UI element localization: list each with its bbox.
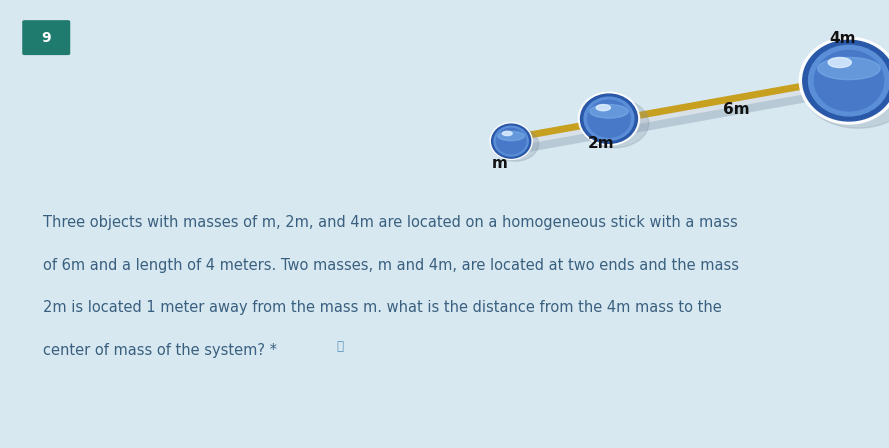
Ellipse shape xyxy=(502,131,512,136)
Ellipse shape xyxy=(496,128,526,154)
Ellipse shape xyxy=(589,104,629,118)
Ellipse shape xyxy=(579,92,639,145)
Ellipse shape xyxy=(492,127,539,161)
Text: center of mass of the system? *: center of mass of the system? * xyxy=(43,343,276,358)
Ellipse shape xyxy=(799,37,889,124)
FancyBboxPatch shape xyxy=(22,20,70,55)
Ellipse shape xyxy=(818,57,880,80)
Ellipse shape xyxy=(829,57,852,68)
Ellipse shape xyxy=(803,40,889,121)
Ellipse shape xyxy=(498,131,525,141)
Text: 6m: 6m xyxy=(723,102,749,117)
Ellipse shape xyxy=(814,51,884,111)
Text: 9: 9 xyxy=(42,30,51,45)
Ellipse shape xyxy=(581,99,649,148)
Text: 🔊: 🔊 xyxy=(336,340,343,353)
Text: 4m: 4m xyxy=(829,30,856,46)
Text: of 6m and a length of 4 meters. Two masses, m and 4m, are located at two ends an: of 6m and a length of 4 meters. Two mass… xyxy=(43,258,739,272)
Ellipse shape xyxy=(803,47,889,128)
Ellipse shape xyxy=(494,126,528,156)
Text: Three objects with masses of m, 2m, and 4m are located on a homogeneous stick wi: Three objects with masses of m, 2m, and … xyxy=(43,215,737,230)
Ellipse shape xyxy=(588,100,630,137)
Ellipse shape xyxy=(490,123,533,159)
Ellipse shape xyxy=(492,124,531,158)
Ellipse shape xyxy=(584,97,634,140)
Text: 2m: 2m xyxy=(588,136,614,151)
Ellipse shape xyxy=(581,94,637,143)
Ellipse shape xyxy=(809,45,889,116)
Text: 2m is located 1 meter away from the mass m. what is the distance from the 4m mas: 2m is located 1 meter away from the mass… xyxy=(43,300,721,315)
Ellipse shape xyxy=(597,104,611,111)
Text: m: m xyxy=(492,156,508,171)
